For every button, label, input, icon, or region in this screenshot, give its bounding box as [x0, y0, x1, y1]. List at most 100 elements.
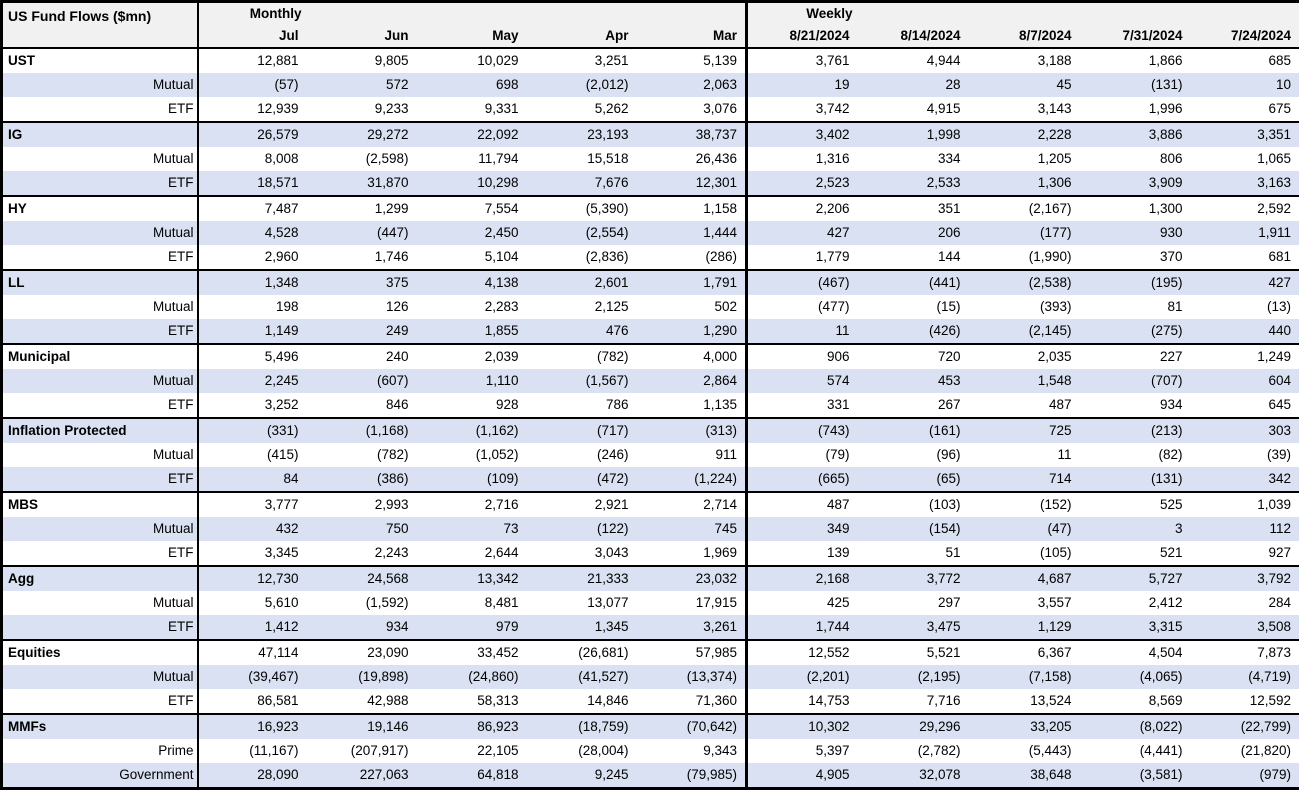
monthly-value-cell: 928 — [417, 393, 527, 418]
weekly-value-cell: 645 — [1191, 393, 1299, 418]
weekly-value-cell: 521 — [1080, 541, 1191, 566]
table-row: Inflation Protected(331)(1,168)(1,162)(7… — [2, 418, 1299, 443]
weekly-value-cell: 2,592 — [1191, 196, 1299, 221]
row-sub-label: Mutual — [2, 665, 198, 689]
monthly-value-cell: 9,331 — [417, 97, 527, 122]
weekly-value-cell: 2,523 — [747, 171, 858, 196]
weekly-value-cell: 297 — [858, 591, 969, 615]
monthly-value-cell: 12,730 — [198, 566, 307, 591]
column-header-week: 7/24/2024 — [1191, 25, 1299, 48]
monthly-value-cell: (415) — [198, 443, 307, 467]
monthly-value-cell: 12,939 — [198, 97, 307, 122]
weekly-value-cell: (467) — [747, 270, 858, 295]
monthly-value-cell: 10,029 — [417, 48, 527, 73]
weekly-value-cell: 3,351 — [1191, 122, 1299, 147]
weekly-value-cell: 10,302 — [747, 714, 858, 739]
row-sub-label: Mutual — [2, 369, 198, 393]
row-sub-label: ETF — [2, 97, 198, 122]
weekly-value-cell: 1,065 — [1191, 147, 1299, 171]
monthly-value-cell: 14,846 — [527, 689, 637, 714]
monthly-value-cell: (2,598) — [307, 147, 417, 171]
table-row: Mutual(39,467)(19,898)(24,860)(41,527)(1… — [2, 665, 1299, 689]
weekly-value-cell: 351 — [858, 196, 969, 221]
monthly-value-cell: (782) — [307, 443, 417, 467]
monthly-value-cell: 2,039 — [417, 344, 527, 369]
monthly-value-cell: 1,855 — [417, 319, 527, 344]
weekly-value-cell: 4,915 — [858, 97, 969, 122]
monthly-value-cell: 28,090 — [198, 763, 307, 789]
monthly-value-cell: 2,245 — [198, 369, 307, 393]
monthly-value-cell: 9,245 — [527, 763, 637, 789]
monthly-value-cell: (1,052) — [417, 443, 527, 467]
monthly-value-cell: 9,805 — [307, 48, 417, 73]
monthly-value-cell: 4,138 — [417, 270, 527, 295]
weekly-value-cell: (8,022) — [1080, 714, 1191, 739]
monthly-value-cell: (11,167) — [198, 739, 307, 763]
monthly-value-cell: 572 — [307, 73, 417, 97]
monthly-value-cell: 2,864 — [637, 369, 747, 393]
weekly-value-cell: 6,367 — [969, 640, 1080, 665]
row-sub-label: ETF — [2, 245, 198, 270]
monthly-value-cell: 745 — [637, 517, 747, 541]
weekly-value-cell: 4,504 — [1080, 640, 1191, 665]
monthly-value-cell: 5,139 — [637, 48, 747, 73]
weekly-value-cell: 1,779 — [747, 245, 858, 270]
weekly-value-cell: 3,886 — [1080, 122, 1191, 147]
monthly-value-cell: 1,412 — [198, 615, 307, 640]
weekly-value-cell: (22,799) — [1191, 714, 1299, 739]
weekly-value-cell: 934 — [1080, 393, 1191, 418]
monthly-value-cell: 1,348 — [198, 270, 307, 295]
weekly-value-cell: 2,206 — [747, 196, 858, 221]
weekly-value-cell: (39) — [1191, 443, 1299, 467]
weekly-value-cell: (82) — [1080, 443, 1191, 467]
monthly-value-cell: (41,527) — [527, 665, 637, 689]
weekly-value-cell: (47) — [969, 517, 1080, 541]
monthly-value-cell: 38,737 — [637, 122, 747, 147]
row-sub-label: Prime — [2, 739, 198, 763]
weekly-value-cell: 38,648 — [969, 763, 1080, 789]
monthly-block-label: Monthly — [198, 2, 307, 26]
monthly-value-cell: 29,272 — [307, 122, 417, 147]
weekly-value-cell: 81 — [1080, 295, 1191, 319]
row-sub-label: Mutual — [2, 221, 198, 245]
monthly-value-cell: 7,676 — [527, 171, 637, 196]
monthly-value-cell: 3,777 — [198, 492, 307, 517]
monthly-value-cell: 750 — [307, 517, 417, 541]
weekly-value-cell: 487 — [747, 492, 858, 517]
monthly-value-cell: 1,345 — [527, 615, 637, 640]
monthly-value-cell: 7,487 — [198, 196, 307, 221]
column-header-month: May — [417, 25, 527, 48]
monthly-value-cell: (2,012) — [527, 73, 637, 97]
monthly-value-cell: 1,969 — [637, 541, 747, 566]
weekly-value-cell: 1,300 — [1080, 196, 1191, 221]
weekly-value-cell: 267 — [858, 393, 969, 418]
weekly-value-cell: 604 — [1191, 369, 1299, 393]
weekly-value-cell: (2,167) — [969, 196, 1080, 221]
weekly-value-cell: 51 — [858, 541, 969, 566]
row-group-label: Inflation Protected — [2, 418, 198, 443]
monthly-value-cell: 3,251 — [527, 48, 637, 73]
weekly-value-cell: 720 — [858, 344, 969, 369]
monthly-value-cell: 2,921 — [527, 492, 637, 517]
weekly-value-cell: 3 — [1080, 517, 1191, 541]
monthly-value-cell: 1,444 — [637, 221, 747, 245]
column-header-week: 8/7/2024 — [969, 25, 1080, 48]
table-row: Mutual(415)(782)(1,052)(246)911(79)(96)1… — [2, 443, 1299, 467]
weekly-value-cell: (7,158) — [969, 665, 1080, 689]
monthly-value-cell: (717) — [527, 418, 637, 443]
weekly-value-cell: (743) — [747, 418, 858, 443]
